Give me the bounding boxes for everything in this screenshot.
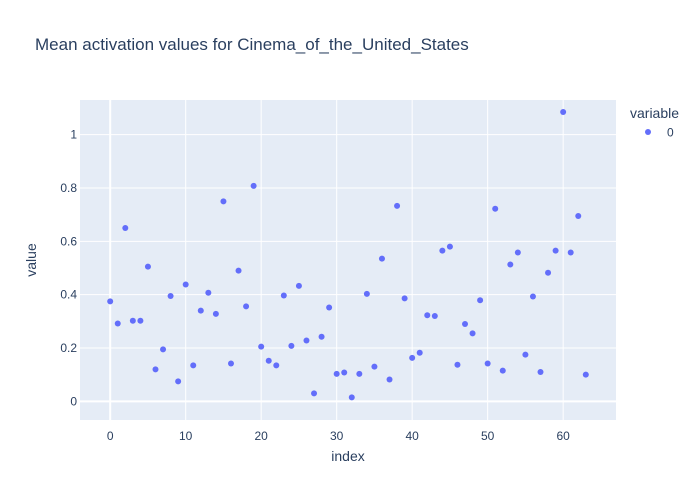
data-point[interactable]	[394, 202, 401, 209]
data-point[interactable]	[469, 330, 476, 337]
x-tick-label: 40	[405, 429, 419, 443]
data-point[interactable]	[439, 247, 446, 254]
data-point[interactable]	[529, 293, 536, 300]
data-point[interactable]	[273, 362, 280, 369]
data-point[interactable]	[371, 363, 378, 370]
data-point[interactable]	[507, 261, 514, 268]
data-point[interactable]	[152, 366, 159, 373]
data-point[interactable]	[409, 354, 416, 361]
legend[interactable]: variable 0	[630, 105, 679, 140]
data-point[interactable]	[197, 307, 204, 314]
data-point[interactable]	[333, 370, 340, 377]
data-point[interactable]	[386, 376, 393, 383]
data-point[interactable]	[227, 360, 234, 367]
data-point[interactable]	[567, 249, 574, 256]
data-point[interactable]	[107, 298, 114, 305]
x-tick-label: 20	[255, 429, 269, 443]
y-tick-label: 0.2	[60, 341, 77, 355]
x-tick-label: 10	[179, 429, 193, 443]
data-point[interactable]	[243, 303, 250, 310]
y-axis-title: value	[23, 243, 39, 277]
data-point[interactable]	[484, 360, 491, 367]
data-point[interactable]	[514, 249, 521, 256]
plot-background	[80, 100, 616, 420]
legend-item-label: 0	[667, 126, 674, 140]
data-point[interactable]	[250, 182, 257, 189]
data-point[interactable]	[258, 343, 265, 350]
data-point[interactable]	[122, 225, 129, 231]
data-point[interactable]	[582, 371, 589, 378]
x-tick-label: 0	[107, 429, 114, 443]
data-point[interactable]	[288, 342, 295, 349]
data-point[interactable]	[560, 109, 567, 115]
data-point[interactable]	[220, 198, 227, 205]
data-point[interactable]	[401, 295, 408, 302]
data-point[interactable]	[280, 292, 287, 299]
data-point[interactable]	[492, 205, 499, 212]
x-tick-label: 50	[481, 429, 495, 443]
data-point[interactable]	[424, 312, 431, 319]
data-point[interactable]	[265, 357, 272, 364]
data-point[interactable]	[167, 293, 174, 299]
x-tick-label: 60	[556, 429, 570, 443]
data-point[interactable]	[477, 297, 484, 304]
data-point[interactable]	[416, 349, 423, 356]
gridlines	[80, 100, 616, 420]
data-point[interactable]	[137, 317, 144, 324]
data-point[interactable]	[537, 369, 544, 375]
data-point[interactable]	[341, 369, 348, 376]
chart-title: Mean activation values for Cinema_of_the…	[35, 35, 469, 54]
data-point[interactable]	[431, 313, 438, 319]
data-point[interactable]	[303, 337, 310, 344]
data-point[interactable]	[363, 290, 370, 297]
y-tick-labels: 0 0.2 0.4 0.6 0.8 1	[60, 128, 77, 409]
data-point[interactable]	[235, 267, 242, 274]
data-point[interactable]	[182, 281, 189, 288]
data-point[interactable]	[144, 263, 151, 270]
data-point[interactable]	[454, 361, 461, 368]
x-tick-labels: 0 10 20 30 40 50 60	[107, 429, 570, 443]
data-point[interactable]	[205, 289, 212, 296]
data-point[interactable]	[295, 282, 302, 289]
data-point[interactable]	[499, 367, 506, 374]
x-tick-label: 30	[330, 429, 344, 443]
data-point[interactable]	[212, 310, 219, 317]
y-tick-label: 0.8	[60, 181, 77, 195]
data-point[interactable]	[114, 320, 121, 327]
data-point[interactable]	[318, 333, 325, 340]
data-point[interactable]	[160, 346, 167, 353]
data-point[interactable]	[175, 378, 182, 385]
y-tick-label: 0.4	[60, 288, 77, 302]
data-point[interactable]	[311, 390, 318, 397]
data-point[interactable]	[356, 370, 363, 377]
y-tick-label: 0	[70, 394, 77, 408]
data-point[interactable]	[545, 269, 552, 276]
data-point[interactable]	[575, 213, 582, 219]
data-points	[107, 109, 589, 401]
data-point[interactable]	[326, 304, 333, 311]
y-tick-label: 0.6	[60, 234, 77, 248]
legend-marker-icon	[645, 129, 651, 135]
data-point[interactable]	[378, 255, 385, 262]
data-point[interactable]	[462, 321, 469, 327]
data-point[interactable]	[552, 247, 559, 254]
data-point[interactable]	[522, 351, 529, 358]
legend-title: variable	[630, 105, 679, 121]
data-point[interactable]	[129, 317, 136, 324]
data-point[interactable]	[348, 394, 355, 401]
x-axis-title: index	[331, 448, 364, 464]
data-point[interactable]	[190, 362, 197, 369]
data-point[interactable]	[446, 243, 453, 250]
y-tick-label: 1	[70, 128, 77, 142]
